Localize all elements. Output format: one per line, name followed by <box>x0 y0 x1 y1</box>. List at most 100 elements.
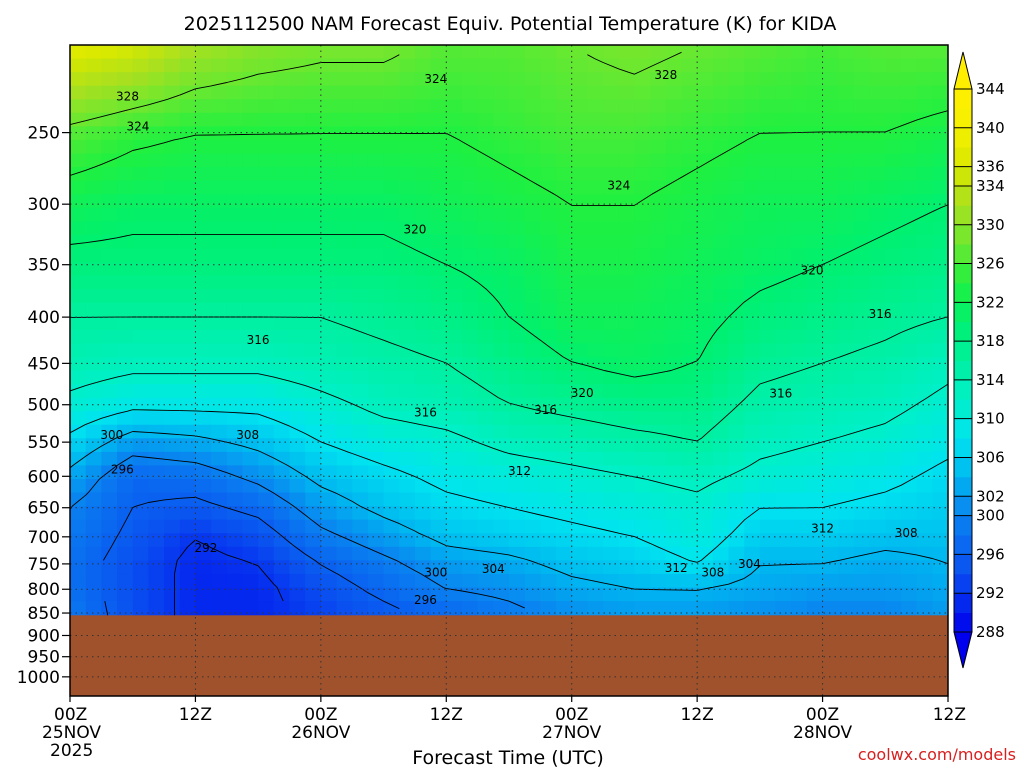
heat-cell <box>399 194 416 209</box>
heat-cell <box>838 139 855 155</box>
heat-cell <box>697 194 714 209</box>
heat-cell <box>571 194 588 209</box>
heat-cell <box>446 492 463 507</box>
heat-cell <box>634 573 651 589</box>
heat-cell <box>493 85 510 100</box>
heat-cell <box>414 167 432 182</box>
heat-cell <box>712 397 730 412</box>
heat-cell <box>320 275 338 290</box>
heat-cell <box>916 139 933 155</box>
heat-cell <box>916 207 933 222</box>
heat-cell <box>806 397 824 412</box>
heat-cell <box>650 587 667 602</box>
heat-cell <box>885 601 902 616</box>
heat-cell <box>587 58 604 73</box>
heat-cell <box>132 234 149 250</box>
heat-cell <box>665 58 683 73</box>
heat-cell <box>571 424 588 439</box>
heat-cell <box>853 58 871 73</box>
heat-cell <box>587 438 604 453</box>
heat-cell <box>117 316 134 331</box>
heat-cell <box>932 329 948 344</box>
heat-cell <box>712 45 730 60</box>
heat-cell <box>289 262 306 277</box>
heat-cell <box>587 370 604 385</box>
heat-cell <box>446 234 463 250</box>
heat-cell <box>932 424 948 439</box>
heat-cell <box>681 587 698 602</box>
heat-cell <box>117 465 134 480</box>
x-tick-date: 28NOV <box>793 723 852 743</box>
heat-cell <box>885 139 902 155</box>
heat-cell <box>242 289 259 304</box>
heat-cell <box>383 316 400 331</box>
heat-cell <box>367 438 385 453</box>
heat-cell <box>540 546 557 561</box>
heat-cell <box>414 302 432 317</box>
heat-cell <box>759 99 777 114</box>
heat-cell <box>932 343 948 358</box>
heat-cell <box>179 153 197 168</box>
heat-cell <box>493 45 510 60</box>
heat-cell <box>524 560 541 575</box>
heat-cell <box>932 601 948 616</box>
heat-cell <box>571 126 588 141</box>
heat-cell <box>650 153 667 168</box>
heat-cell <box>477 451 494 467</box>
heat-cell <box>399 58 416 73</box>
heat-cell <box>697 411 714 426</box>
heat-cell <box>571 112 588 127</box>
heat-cell <box>681 302 698 317</box>
heat-cell <box>900 302 918 317</box>
heat-cell <box>101 411 118 426</box>
y-tick-label: 500 <box>28 396 60 416</box>
heat-cell <box>430 275 447 290</box>
heat-cell <box>242 587 259 602</box>
heat-cell <box>556 234 573 250</box>
heat-cell <box>650 139 667 155</box>
heat-cell <box>571 546 588 561</box>
heat-cell <box>885 316 902 331</box>
heat-cell <box>179 411 197 426</box>
heat-cell <box>148 519 165 534</box>
colorbar-segment <box>954 341 972 361</box>
heat-cell <box>775 343 792 358</box>
heat-cell <box>916 411 933 426</box>
colorbar-tick-label: 302 <box>976 487 1005 505</box>
heat-cell <box>383 207 400 222</box>
heat-cell <box>117 289 134 304</box>
heat-cell <box>414 153 432 168</box>
heat-cell <box>117 194 134 209</box>
heat-cell <box>179 194 197 209</box>
heat-cell <box>430 438 447 453</box>
heat-cell <box>399 329 416 344</box>
heat-cell <box>320 194 338 209</box>
heat-cell <box>289 234 306 250</box>
heat-cell <box>524 492 541 507</box>
heat-cell <box>556 72 573 87</box>
heat-cell <box>132 465 149 480</box>
heat-cell <box>603 248 620 263</box>
heat-cell <box>226 302 244 317</box>
heat-cell <box>352 424 369 439</box>
heat-cell <box>399 479 416 494</box>
heat-cell <box>697 356 714 372</box>
heat-cell <box>273 112 291 127</box>
heat-cell <box>806 384 824 399</box>
heat-cell <box>791 451 808 467</box>
heat-cell <box>305 316 322 331</box>
heat-cell <box>822 194 839 209</box>
heat-cell <box>446 167 463 182</box>
heat-cell <box>524 234 541 250</box>
heat-cell <box>618 180 636 195</box>
heat-cell <box>242 194 259 209</box>
heat-cell <box>305 194 322 209</box>
heat-cell <box>509 411 526 426</box>
heat-cell <box>806 573 824 589</box>
heat-cell <box>759 587 777 602</box>
heat-cell <box>477 234 494 250</box>
heat-cell <box>665 302 683 317</box>
heat-cell <box>587 221 604 236</box>
heat-cell <box>916 180 933 195</box>
heat-cell <box>650 601 667 616</box>
